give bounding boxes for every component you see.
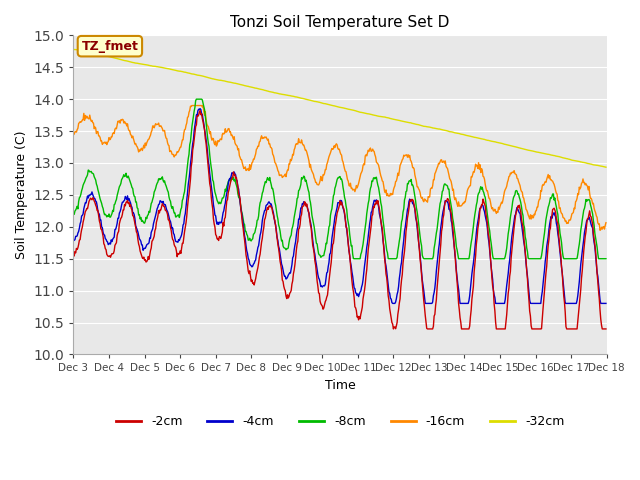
Line: -8cm: -8cm bbox=[74, 99, 606, 259]
-2cm bbox=[421, 312, 429, 318]
Line: -4cm: -4cm bbox=[74, 108, 606, 303]
-4cm bbox=[188, 147, 196, 153]
-2cm bbox=[79, 219, 87, 225]
-2cm bbox=[70, 251, 77, 256]
-4cm bbox=[217, 220, 225, 226]
Legend: -2cm, -4cm, -8cm, -16cm, -32cm: -2cm, -4cm, -8cm, -16cm, -32cm bbox=[111, 410, 569, 433]
-2cm bbox=[134, 237, 141, 242]
X-axis label: Time: Time bbox=[324, 379, 355, 392]
-4cm bbox=[602, 300, 610, 306]
-8cm bbox=[188, 123, 196, 129]
-16cm bbox=[189, 103, 196, 108]
-4cm bbox=[421, 300, 429, 306]
-2cm bbox=[188, 158, 196, 164]
-2cm bbox=[217, 236, 225, 241]
-8cm bbox=[421, 256, 429, 262]
-32cm bbox=[134, 60, 141, 66]
-16cm bbox=[217, 136, 225, 142]
-16cm bbox=[134, 145, 141, 151]
Y-axis label: Soil Temperature (C): Soil Temperature (C) bbox=[15, 131, 28, 259]
-4cm bbox=[196, 106, 204, 111]
-32cm bbox=[420, 123, 428, 129]
-16cm bbox=[79, 117, 87, 123]
-16cm bbox=[70, 132, 77, 138]
-4cm bbox=[406, 196, 413, 202]
-2cm bbox=[602, 326, 610, 332]
-32cm bbox=[79, 48, 87, 54]
-8cm bbox=[406, 178, 413, 184]
Text: TZ_fmet: TZ_fmet bbox=[81, 40, 138, 53]
-4cm bbox=[79, 211, 87, 217]
-16cm bbox=[602, 220, 610, 226]
-2cm bbox=[390, 326, 397, 332]
-16cm bbox=[420, 196, 428, 202]
-32cm bbox=[404, 120, 412, 125]
-8cm bbox=[217, 201, 225, 206]
-32cm bbox=[188, 71, 196, 77]
-4cm bbox=[134, 229, 141, 235]
-8cm bbox=[350, 256, 358, 262]
-16cm bbox=[405, 155, 413, 160]
-4cm bbox=[389, 300, 397, 306]
-8cm bbox=[602, 256, 610, 262]
-16cm bbox=[596, 228, 604, 233]
-32cm bbox=[602, 164, 610, 170]
-8cm bbox=[134, 206, 141, 212]
Line: -32cm: -32cm bbox=[74, 49, 606, 167]
-32cm bbox=[216, 77, 224, 83]
-32cm bbox=[70, 47, 77, 52]
-2cm bbox=[196, 108, 204, 114]
-2cm bbox=[406, 199, 413, 204]
-8cm bbox=[79, 182, 87, 188]
Line: -2cm: -2cm bbox=[74, 111, 606, 329]
-16cm bbox=[188, 103, 196, 108]
Line: -16cm: -16cm bbox=[74, 106, 606, 230]
-8cm bbox=[70, 211, 77, 216]
-8cm bbox=[193, 96, 200, 102]
-4cm bbox=[70, 238, 77, 243]
Title: Tonzi Soil Temperature Set D: Tonzi Soil Temperature Set D bbox=[230, 15, 450, 30]
